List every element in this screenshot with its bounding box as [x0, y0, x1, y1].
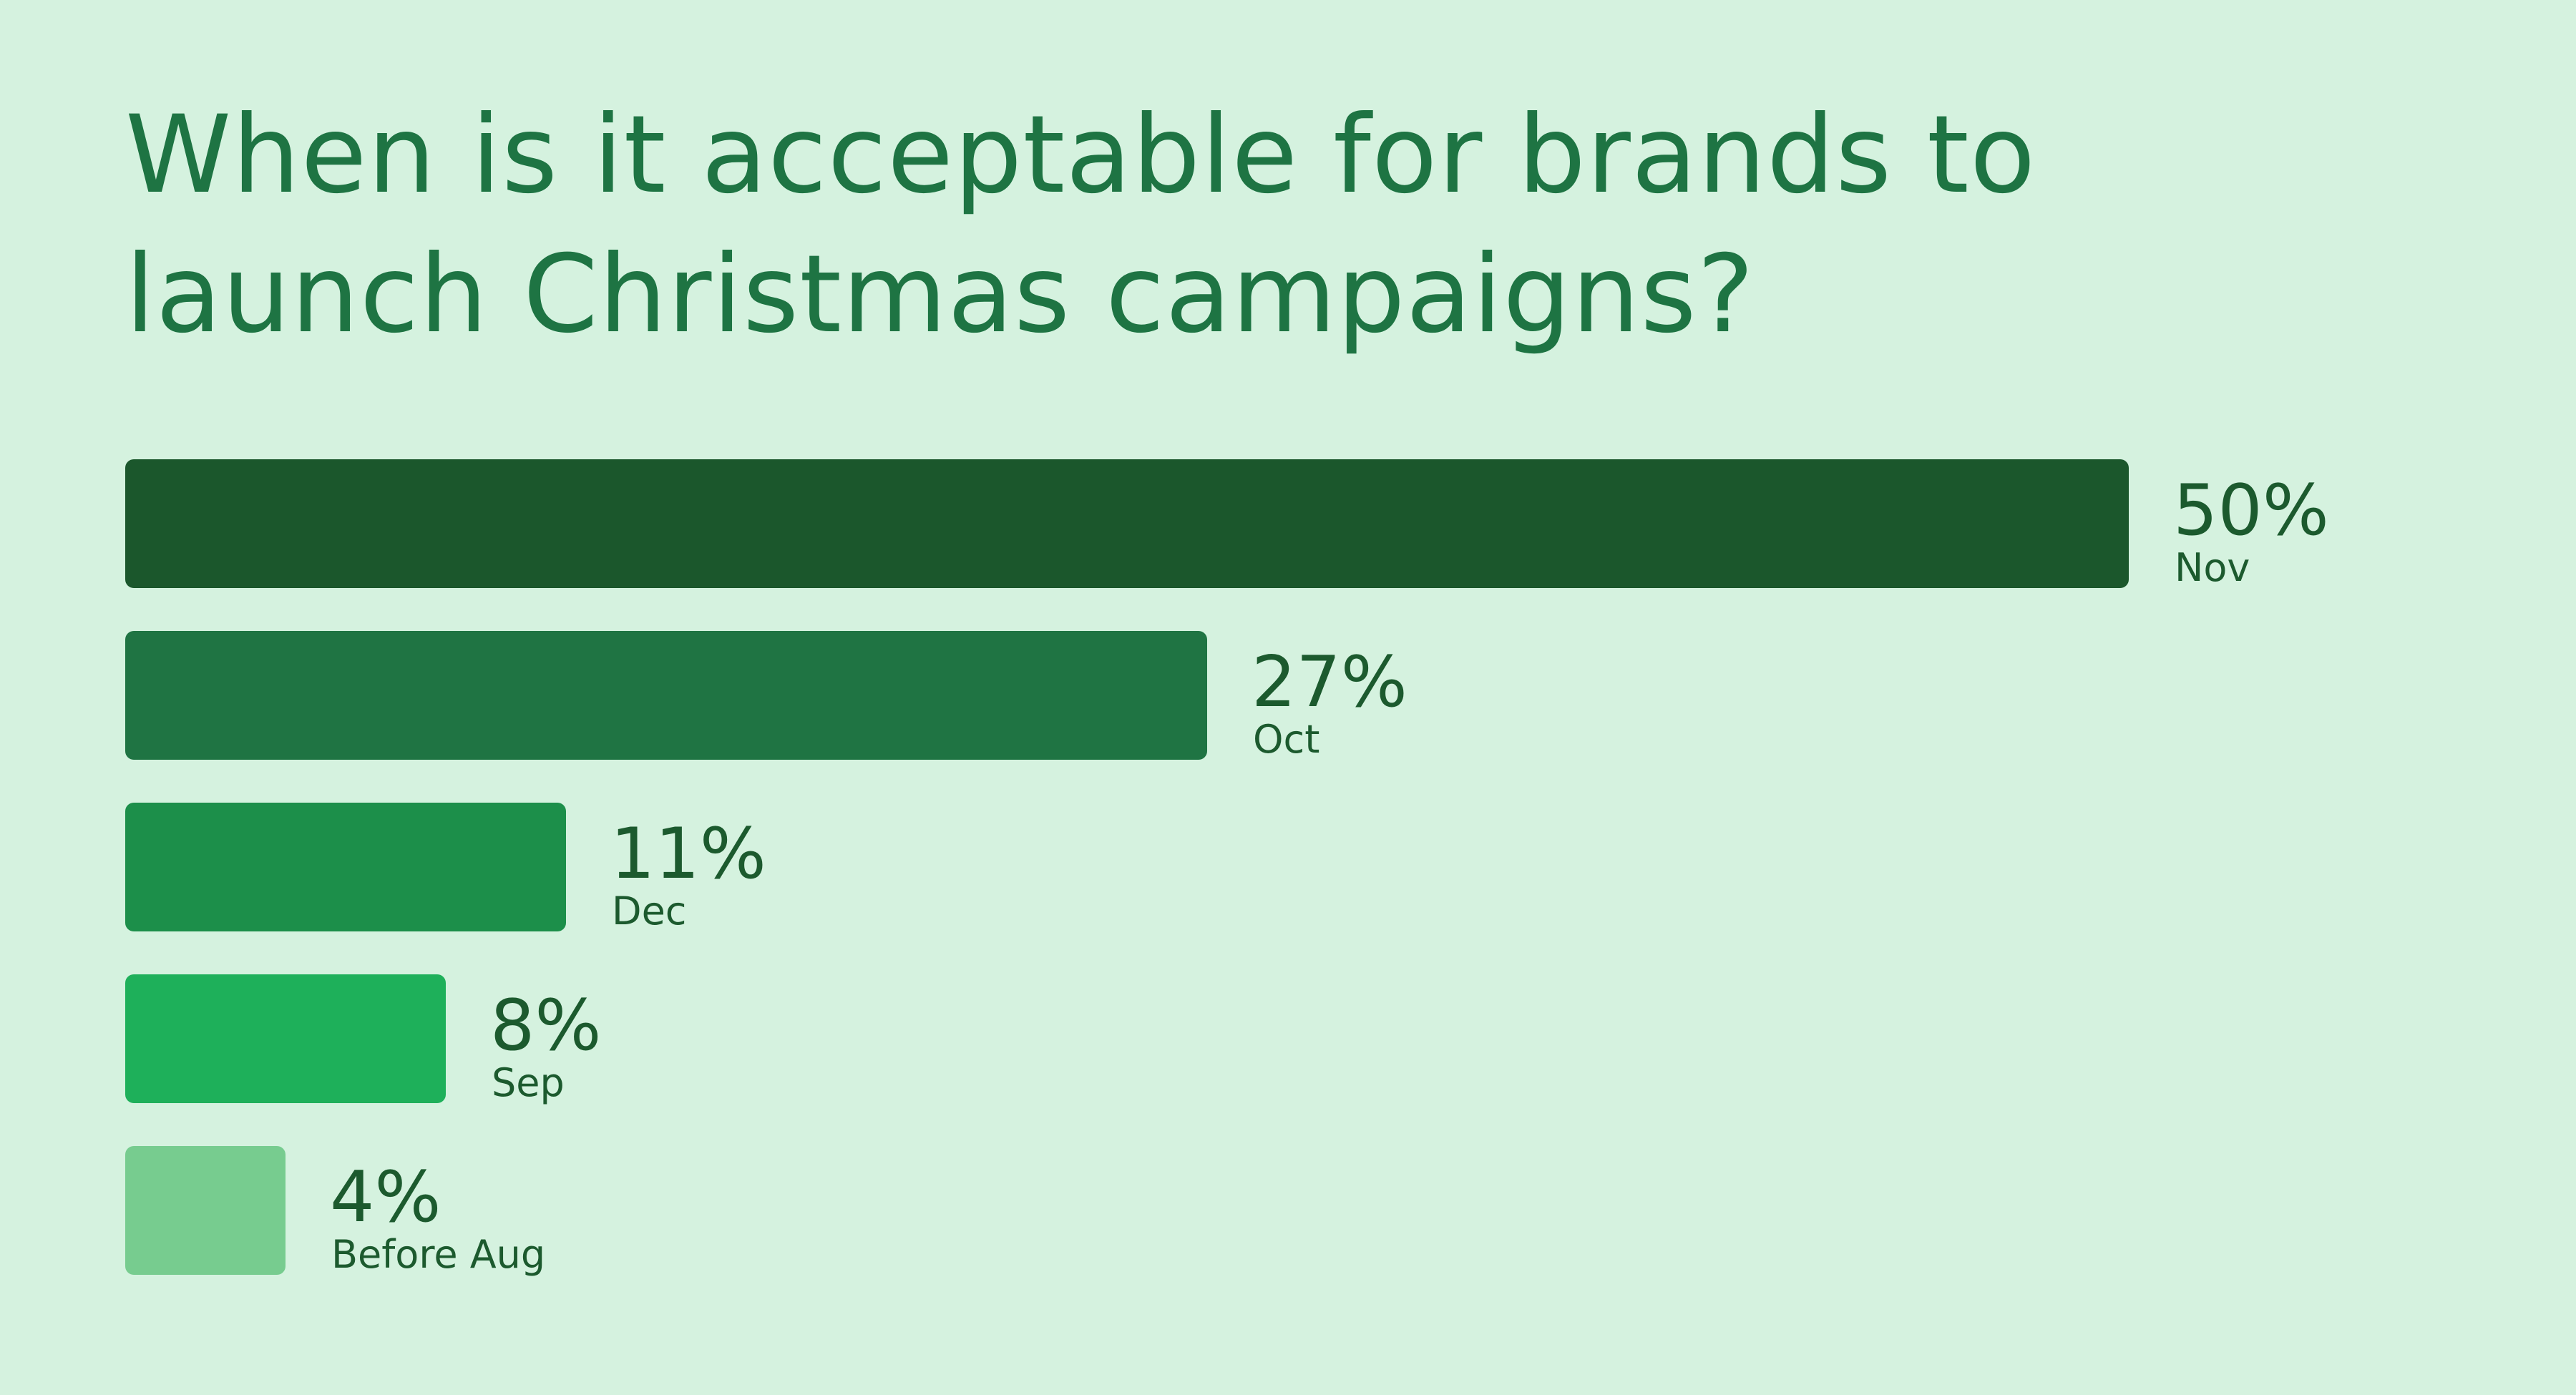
chart-title: When is it acceptable for brands to laun…: [125, 93, 2036, 357]
category-label-nov: Nov: [2175, 545, 2250, 590]
bar-before-aug: [125, 1146, 286, 1275]
category-label-oct: Oct: [1253, 717, 1319, 762]
category-label-dec: Dec: [612, 889, 687, 934]
value-label-oct: 27%: [1252, 642, 1407, 723]
category-label-sep: Sep: [492, 1060, 565, 1105]
bar-sep: [125, 974, 446, 1103]
value-label-sep: 8%: [490, 985, 601, 1067]
bar-nov: [125, 459, 2129, 588]
value-label-before-aug: 4%: [330, 1157, 441, 1238]
bar-dec: [125, 803, 566, 931]
value-label-nov: 50%: [2173, 470, 2329, 552]
category-label-before-aug: Before Aug: [331, 1232, 545, 1277]
bar-oct: [125, 631, 1207, 760]
value-label-dec: 11%: [610, 813, 766, 895]
